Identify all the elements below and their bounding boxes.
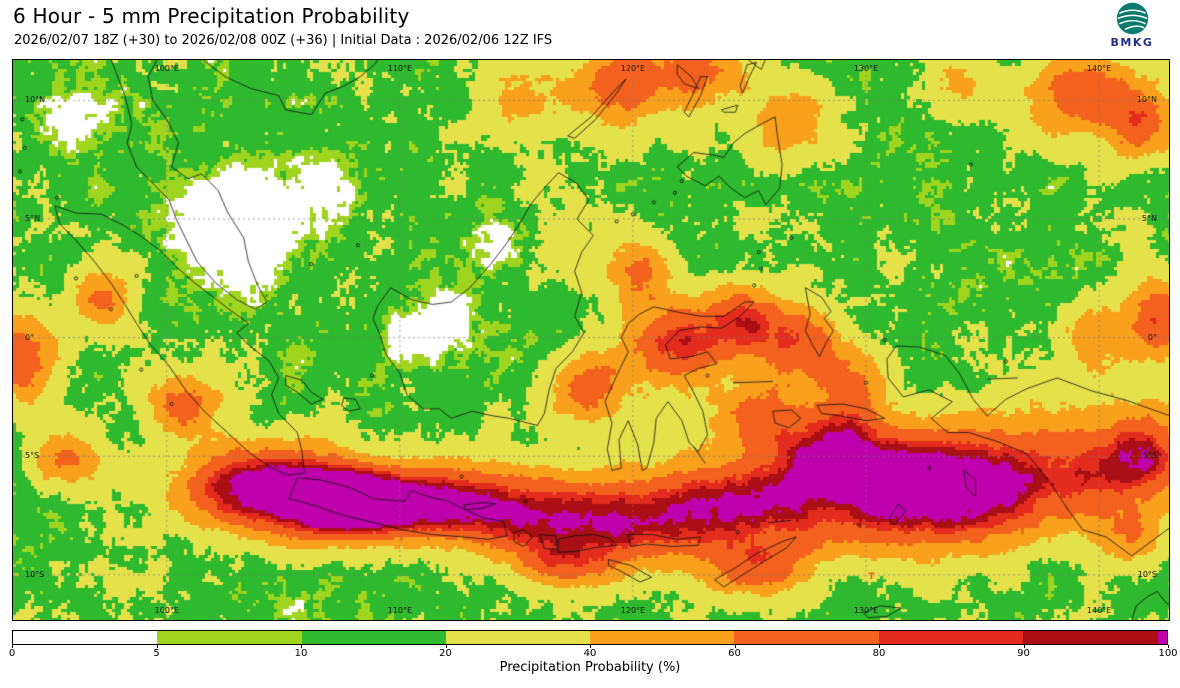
map-marker-t: T bbox=[868, 571, 875, 582]
colorbar-tick bbox=[12, 645, 13, 648]
colorbar-tick-label: 40 bbox=[583, 648, 597, 659]
colorbar-tick-label: 5 bbox=[153, 648, 160, 659]
colorbar-tick bbox=[301, 645, 302, 648]
colorbar-segment bbox=[445, 631, 590, 644]
lon-label-top: 120°E bbox=[620, 64, 646, 73]
page-title: 6 Hour - 5 mm Precipitation Probability bbox=[13, 4, 410, 28]
lon-label-top: 100°E bbox=[154, 64, 179, 73]
colorbar-axis-label: Precipitation Probability (%) bbox=[499, 660, 681, 675]
precipitation-map-canvas bbox=[13, 60, 1169, 620]
colorbar-tick bbox=[1168, 645, 1169, 648]
colorbar-segment bbox=[1022, 631, 1167, 644]
colorbar-tick bbox=[879, 645, 880, 648]
colorbar-segment bbox=[878, 631, 1023, 644]
lat-label-left: 5°N bbox=[25, 213, 41, 223]
colorbar-segment bbox=[590, 631, 735, 644]
colorbar-segment bbox=[157, 631, 302, 644]
colorbar-tick-label: 20 bbox=[439, 648, 452, 659]
page-subtitle: 2026/02/07 18Z (+30) to 2026/02/08 00Z (… bbox=[14, 33, 553, 48]
lon-label-bottom: 110°E bbox=[387, 606, 413, 615]
lat-label-left: 10°S bbox=[25, 569, 45, 579]
lat-label-right: 10°N bbox=[1136, 95, 1157, 105]
lat-label-left: 0° bbox=[25, 332, 35, 342]
colorbar-tick-label: 60 bbox=[728, 648, 741, 659]
lat-label-right: 5°N bbox=[1141, 213, 1157, 223]
colorbar: 0 5 10 20 40 60 80 90 100 Precipitation Probabil… bbox=[8, 630, 1178, 675]
colorbar-bar bbox=[12, 630, 1168, 645]
lon-label-bottom: 100°E bbox=[154, 606, 179, 615]
colorbar-tick bbox=[445, 645, 447, 648]
lat-label-right: 0° bbox=[1147, 332, 1157, 342]
colorbar-tick-label: 90 bbox=[1017, 648, 1030, 659]
lat-label-left: 10°N bbox=[25, 95, 46, 105]
bmkg-globe-icon bbox=[1116, 2, 1148, 35]
colorbar-overflow-segment bbox=[1158, 631, 1167, 644]
lat-label-left: 5°S bbox=[25, 451, 40, 461]
colorbar-tick bbox=[590, 645, 591, 648]
lat-label-right: 5°S bbox=[1142, 451, 1157, 461]
colorbar-ticks: 0 5 10 20 40 60 80 90 100 bbox=[8, 645, 1178, 660]
bmkg-logo: BMKG bbox=[1100, 2, 1164, 49]
lon-label-bottom: 120°E bbox=[620, 606, 646, 615]
bmkg-logo-text: BMKG bbox=[1110, 36, 1154, 49]
lon-label-top: 110°E bbox=[387, 64, 413, 73]
colorbar-segment bbox=[734, 631, 879, 644]
lon-label-top: 130°E bbox=[853, 64, 879, 73]
colorbar-tick bbox=[156, 645, 158, 648]
colorbar-tick bbox=[734, 645, 736, 648]
colorbar-tick-label: 10 bbox=[294, 648, 308, 659]
colorbar-tick-label: 80 bbox=[872, 648, 886, 659]
colorbar-segment bbox=[301, 631, 446, 644]
colorbar-segment bbox=[13, 631, 158, 644]
lon-label-bottom: 140°E bbox=[1086, 606, 1112, 615]
map-panel: 100°E 100°E 110°E 110°E 120°E 120°E 130°E 130°E… bbox=[12, 59, 1170, 621]
lon-label-bottom: 130°E bbox=[853, 606, 879, 615]
colorbar-tick-label: 100 bbox=[1158, 648, 1178, 659]
lon-label-top: 140°E bbox=[1086, 64, 1112, 73]
lat-label-right: 10°S bbox=[1137, 569, 1157, 579]
colorbar-tick-label: 0 bbox=[8, 648, 16, 659]
colorbar-tick bbox=[1023, 645, 1025, 648]
